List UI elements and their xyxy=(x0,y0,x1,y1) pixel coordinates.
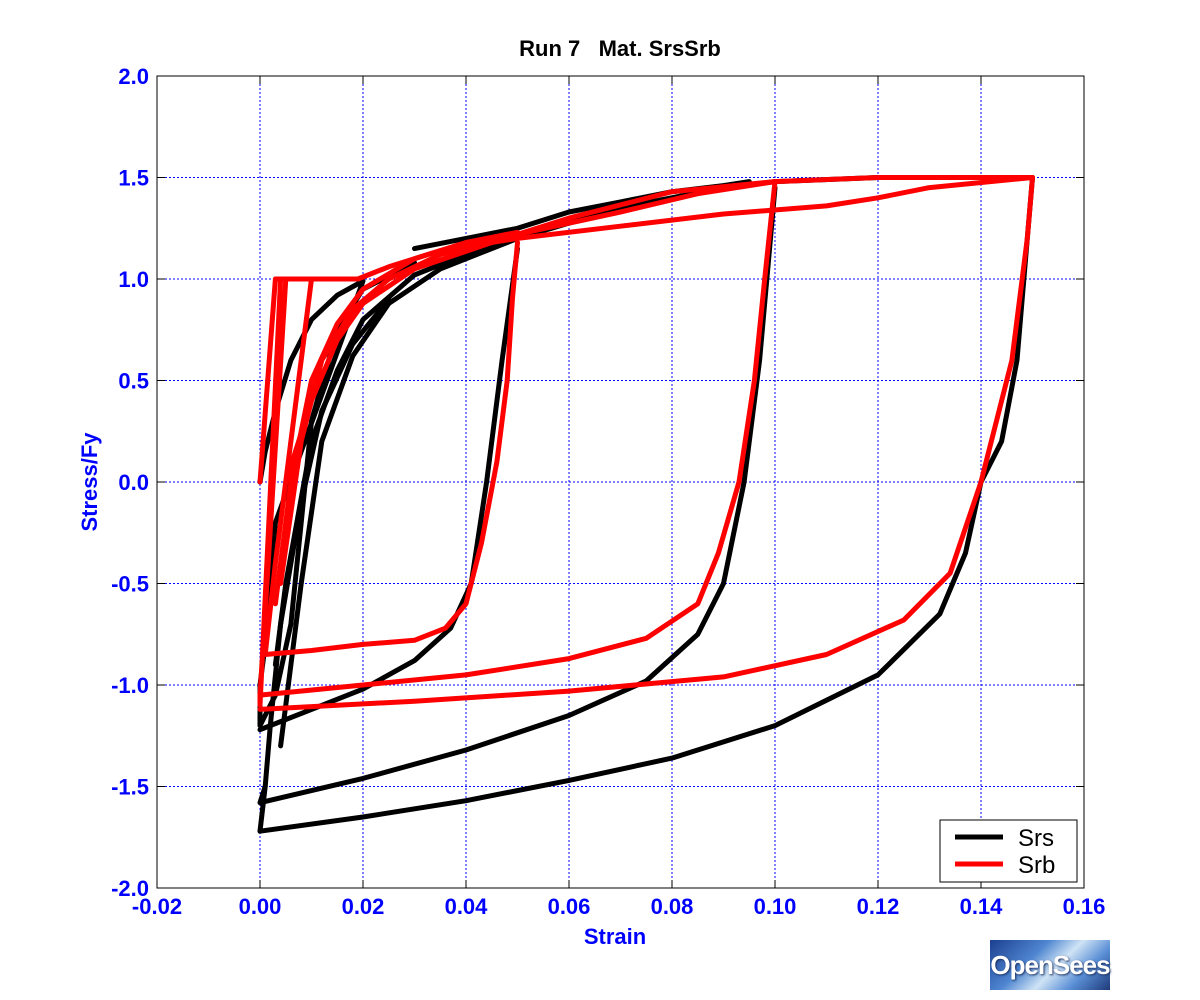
x-tick-label: 0.06 xyxy=(548,894,591,919)
series-line-srb xyxy=(257,276,361,708)
y-tick-label: 2.0 xyxy=(118,64,149,89)
x-tick-label: -0.02 xyxy=(132,894,182,919)
legend-box xyxy=(939,819,1078,883)
legend-label-srb: Srb xyxy=(1018,852,1055,879)
x-tick-label: 0.16 xyxy=(1063,894,1106,919)
y-axis-ticks: -2.0 -1.5 -1.0 -0.5 0.0 0.5 1.0 1.5 2.0 xyxy=(111,64,1084,901)
opensees-logo: OpenSees xyxy=(990,940,1111,990)
series-line-srb xyxy=(283,175,1035,485)
series-line-srb xyxy=(257,175,1035,712)
series-line-srs xyxy=(257,296,392,834)
legend-label-srs: Srs xyxy=(1018,825,1054,852)
chart-title: Run 7 Mat. SrsSrb xyxy=(519,36,721,61)
series-line-srb xyxy=(257,179,778,698)
y-tick-label: 0.0 xyxy=(118,470,149,495)
series-line-srb xyxy=(262,240,520,657)
series-line-srs xyxy=(257,175,1035,834)
y-tick-label: -0.5 xyxy=(111,572,149,597)
series-line-srs xyxy=(257,185,778,806)
x-tick-label: 0.08 xyxy=(651,894,694,919)
series-lines xyxy=(257,175,1035,834)
series-line-srb xyxy=(272,229,520,607)
y-tick-label: -1.0 xyxy=(111,673,149,698)
logo-text: OpenSees xyxy=(990,949,1110,980)
grid-lines xyxy=(157,76,1084,888)
series-line-srb xyxy=(278,179,778,586)
x-tick-label: 0.04 xyxy=(445,894,489,919)
y-tick-label: 1.0 xyxy=(118,267,149,292)
y-axis-label: Stress/Fy xyxy=(77,432,102,532)
x-axis-ticks: -0.02 0.00 0.02 0.04 0.06 0.08 0.10 0.12 0.14 0.1… xyxy=(132,76,1105,919)
y-tick-label: 0.5 xyxy=(118,369,149,394)
x-axis-label: Strain xyxy=(584,924,646,949)
series-line-srs xyxy=(257,246,520,733)
y-tick-label: -1.5 xyxy=(111,775,149,800)
x-tick-label: 0.00 xyxy=(239,894,282,919)
legend: Srs Srb xyxy=(939,819,1078,883)
x-tick-label: 0.12 xyxy=(857,894,900,919)
x-tick-label: 0.10 xyxy=(754,894,797,919)
x-tick-label: 0.02 xyxy=(342,894,385,919)
y-tick-label: 1.5 xyxy=(118,166,149,191)
x-tick-label: 0.14 xyxy=(960,894,1004,919)
y-tick-label: -2.0 xyxy=(111,876,149,901)
